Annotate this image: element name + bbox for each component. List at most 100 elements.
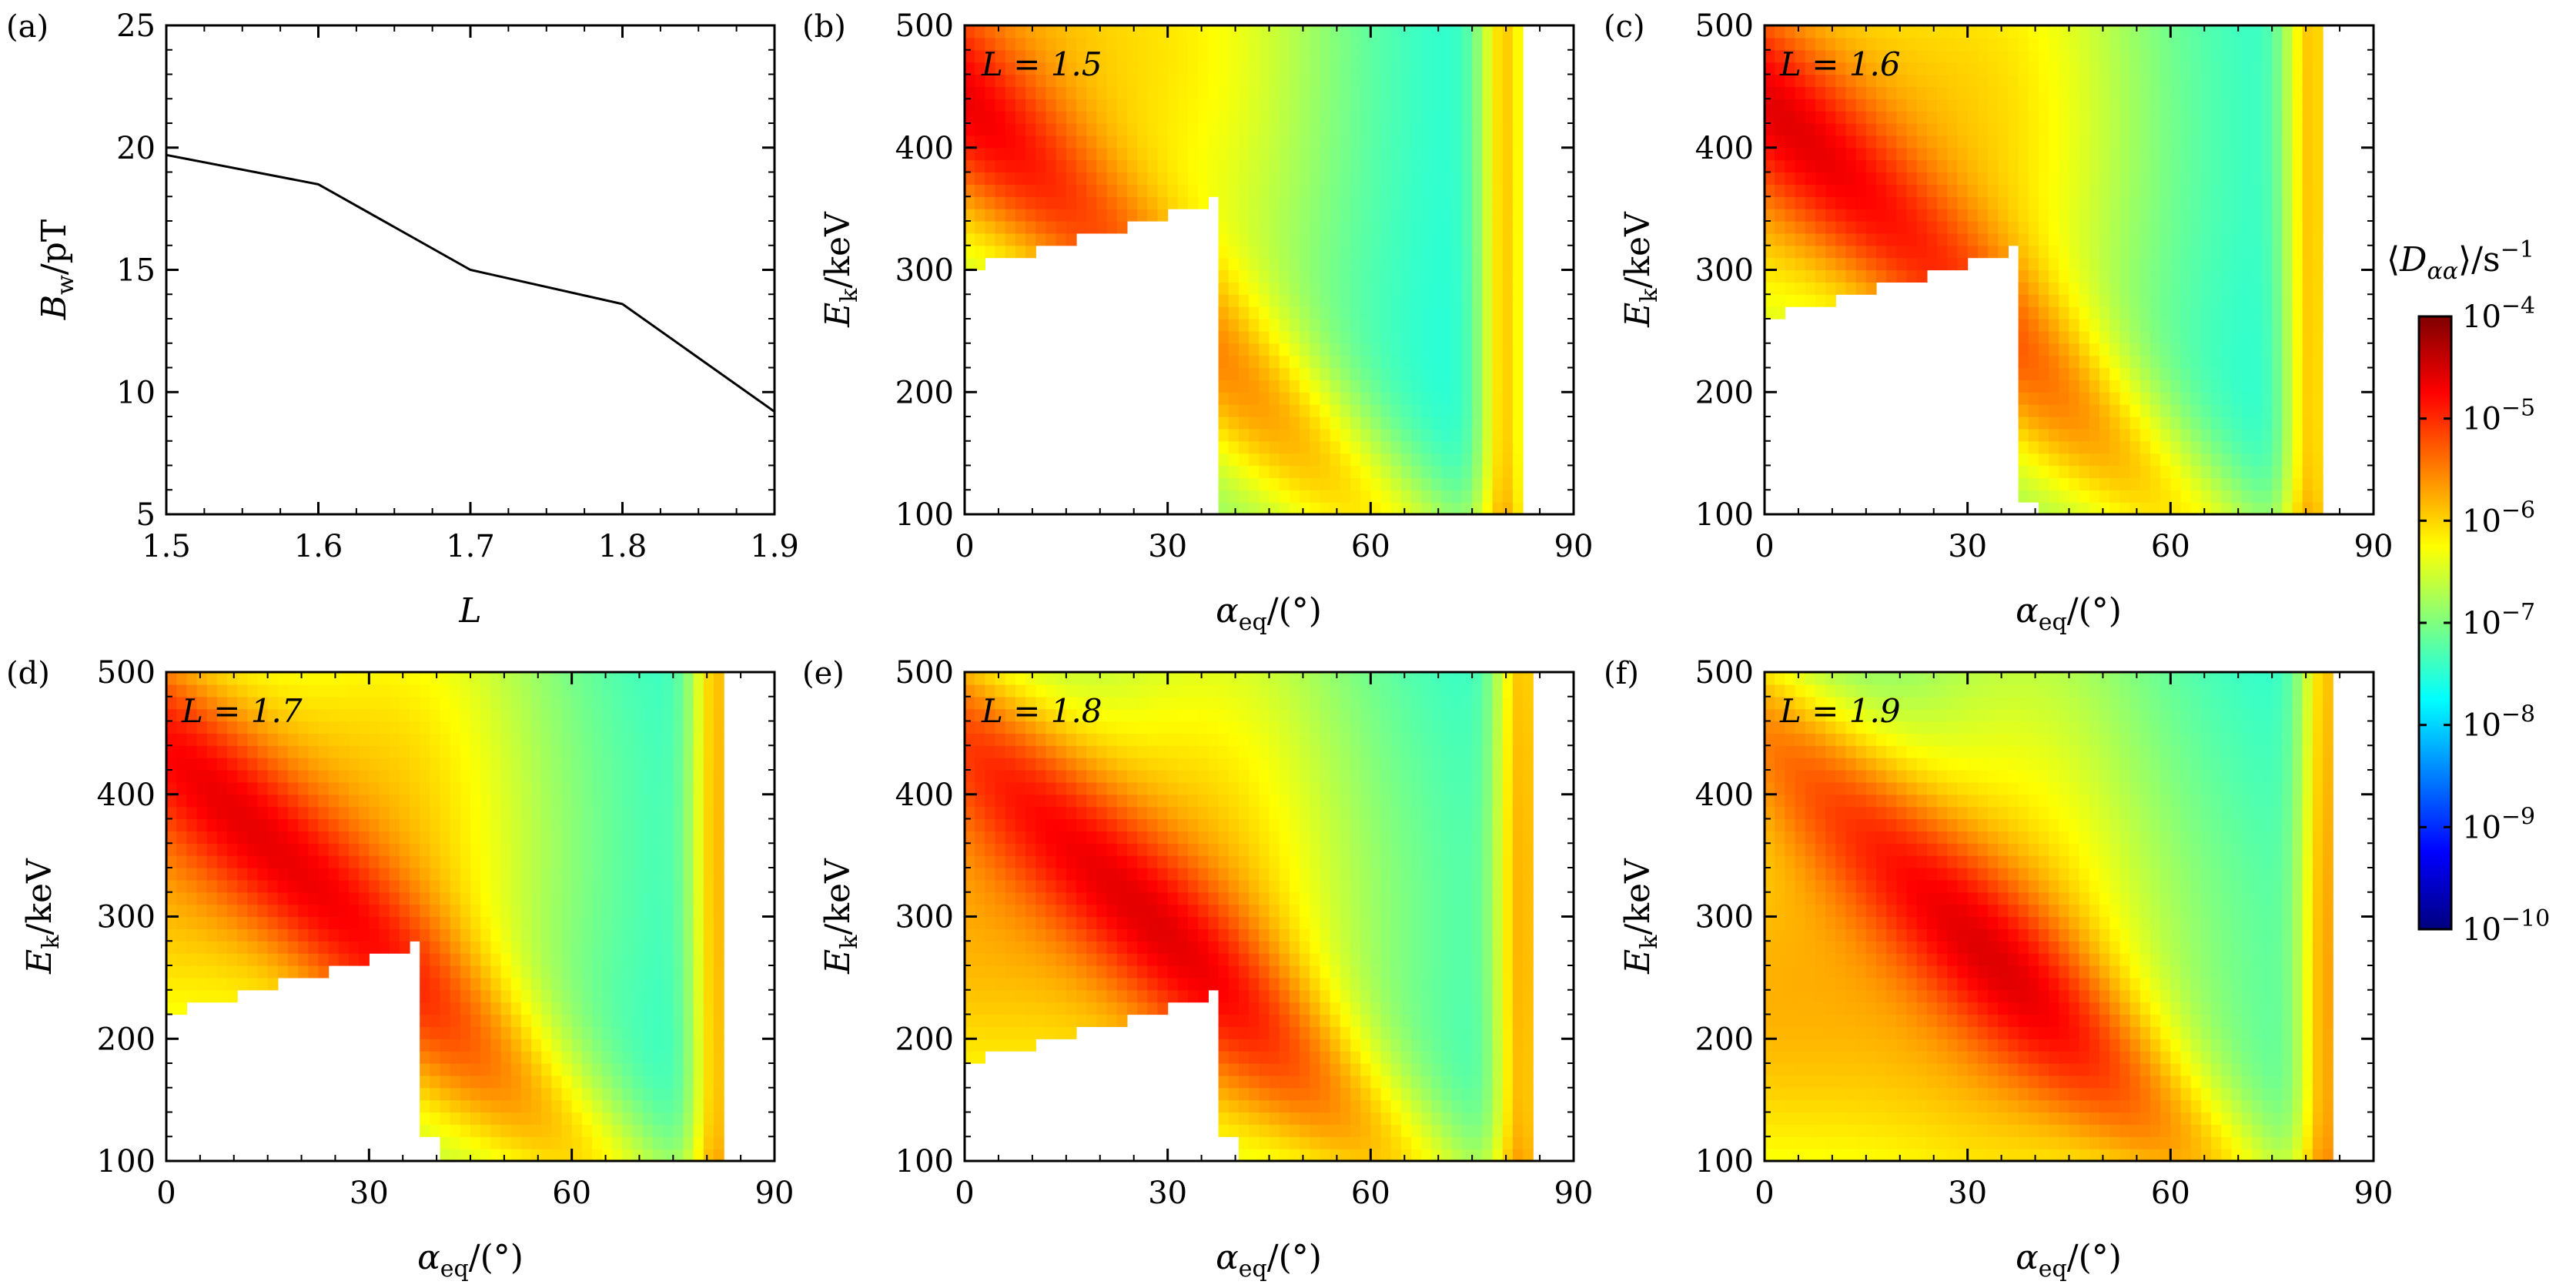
heatmap-cell — [2099, 233, 2110, 246]
heatmap-cell — [430, 758, 441, 771]
heatmap-cell — [1441, 135, 1453, 149]
heatmap-cell — [267, 818, 279, 831]
heatmap-cell — [2292, 380, 2303, 393]
heatmap-cell — [2160, 37, 2171, 51]
heatmap-cell — [1320, 428, 1331, 442]
heatmap-cell — [2272, 147, 2283, 161]
heatmap-cell — [1998, 49, 2009, 63]
heatmap-cell — [2312, 74, 2323, 87]
heatmap-cell — [480, 1136, 491, 1149]
heatmap-cell — [450, 1026, 461, 1039]
heatmap-cell — [1512, 159, 1524, 173]
heatmap-cell — [1005, 184, 1016, 197]
heatmap-cell — [1845, 282, 1857, 295]
heatmap-cell — [1045, 74, 1057, 87]
heatmap-cell — [531, 1002, 542, 1015]
heatmap-cell — [1502, 404, 1514, 417]
heatmap-cell — [1035, 111, 1047, 124]
heatmap-cell — [2069, 294, 2080, 307]
heatmap-cell — [206, 868, 218, 881]
heatmap-cell — [2028, 306, 2039, 319]
heatmap-cell — [2292, 159, 2303, 173]
heatmap-cell — [531, 941, 542, 954]
heatmap-cell — [2089, 147, 2100, 161]
heatmap-cell — [2119, 440, 2131, 454]
heatmap-cell — [2312, 159, 2323, 173]
heatmap-cell — [1055, 25, 1067, 38]
heatmap-cell — [995, 99, 1006, 112]
heatmap-cell — [2149, 319, 2161, 332]
heatmap-cell — [2200, 343, 2212, 356]
heatmap-cell — [2272, 477, 2283, 490]
heatmap-cell — [420, 1014, 430, 1027]
heatmap-cell — [1279, 49, 1290, 63]
heatmap-cell — [1400, 25, 1412, 38]
heatmap-cell — [1035, 196, 1047, 209]
heatmap-cell — [1906, 86, 1918, 99]
heatmap-cell — [1451, 319, 1463, 332]
heatmap-cell — [602, 1136, 613, 1149]
heatmap-cell — [2282, 355, 2293, 369]
heatmap-cell — [1411, 330, 1422, 344]
heatmap-cell — [602, 758, 613, 771]
heatmap-cell — [1967, 86, 1979, 99]
heatmap-cell — [1330, 62, 1341, 75]
heatmap-cell — [1411, 111, 1422, 124]
heatmap-cell — [369, 831, 380, 844]
heatmap-cell — [470, 892, 481, 905]
heatmap-cell — [612, 1149, 624, 1162]
heatmap-cell — [1451, 147, 1463, 161]
heatmap-cell — [632, 1063, 644, 1076]
heatmap-cell — [2008, 74, 2019, 87]
heatmap-cell — [2149, 49, 2161, 63]
heatmap-cell — [2160, 294, 2171, 307]
heatmap-cell — [267, 855, 279, 868]
heatmap-cell — [1502, 123, 1514, 136]
heatmap-cell — [2231, 453, 2243, 467]
heatmap-cell — [1330, 306, 1341, 319]
heatmap-cell — [1512, 135, 1524, 149]
heatmap-cell — [1238, 147, 1250, 161]
heatmap-cell — [2069, 25, 2080, 38]
heatmap-cell — [277, 843, 289, 856]
heatmap-cell — [2008, 172, 2019, 185]
heatmap-cell — [1400, 184, 1412, 197]
heatmap-cell — [1967, 184, 1979, 197]
heatmap-cell — [1279, 294, 1290, 307]
heatmap-cell — [2038, 74, 2049, 87]
heatmap-cell — [1320, 135, 1331, 149]
heatmap-cell — [2119, 490, 2131, 503]
heatmap-cell — [2312, 135, 2323, 149]
heatmap-cell — [1400, 147, 1412, 161]
heatmap-cell — [1320, 123, 1331, 136]
heatmap-cell — [2302, 502, 2313, 515]
heatmap-cell — [985, 135, 996, 149]
heatmap-cell — [2119, 245, 2131, 259]
heatmap-cell — [1279, 502, 1290, 515]
heatmap-cell — [1137, 111, 1148, 124]
heatmap-cell — [2059, 367, 2070, 380]
heatmap-cell — [561, 770, 573, 783]
heatmap-cell — [2038, 355, 2049, 369]
heatmap-cell — [1400, 343, 1412, 356]
heatmap-cell — [1310, 343, 1321, 356]
heatmap-cell — [1269, 440, 1280, 454]
heatmap-cell — [985, 221, 996, 234]
heatmap-cell — [338, 806, 350, 820]
heatmap-cell — [1845, 233, 1857, 246]
heatmap-cell — [1249, 25, 1260, 38]
heatmap-cell — [1512, 490, 1524, 503]
heatmap-cell — [1218, 367, 1229, 380]
heatmap-cell — [410, 818, 420, 831]
heatmap-cell — [196, 733, 208, 746]
heatmap-cell — [2200, 453, 2212, 467]
heatmap-cell — [2282, 440, 2293, 454]
heatmap-cell — [206, 892, 218, 905]
heatmap-cell — [2069, 440, 2080, 454]
heatmap-cell — [359, 916, 370, 929]
heatmap-cell — [2038, 37, 2049, 51]
heatmap-cell — [1492, 404, 1504, 417]
heatmap-cell — [642, 1136, 654, 1149]
heatmap-cell — [1106, 62, 1118, 75]
